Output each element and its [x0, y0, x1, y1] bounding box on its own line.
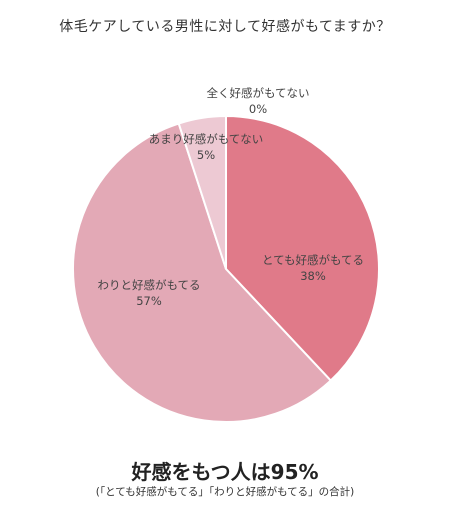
pie-slice-3 [177, 114, 227, 270]
pie-slice-1 [225, 114, 380, 382]
summary-headline: 好感をもつ人は95% [131, 460, 319, 484]
pie-labels: とても好感がもてる 38% わりと好感がもてる 57% あまり好感がもてない 5% 全く好感… [97, 86, 364, 308]
slice-label-4: 全く好感がもてない 0% [206, 86, 309, 116]
slice-label-2: わりと好感がもてる 57% [97, 278, 200, 308]
slice-category-2: わりと好感がもてる [97, 278, 200, 292]
slice-category-4: 全く好感がもてない [206, 86, 309, 100]
summary-note: (「とても好感がもてる」「わりと好感がもてる」の合計) [95, 486, 355, 498]
slice-value-3: 5% [197, 148, 215, 162]
slice-label-1: とても好感がもてる 38% [262, 253, 364, 283]
slice-value-1: 38% [300, 269, 326, 283]
slice-category-1: とても好感がもてる [262, 253, 364, 267]
pie-slices [72, 114, 380, 423]
slice-category-3: あまり好感がもてない [149, 132, 264, 146]
slice-label-3: あまり好感がもてない 5% [149, 132, 264, 162]
slice-value-2: 57% [136, 294, 162, 308]
pie-slice-2 [72, 122, 333, 423]
chart-title: 体毛ケアしている男性に対して好感がもてますか？ [59, 19, 391, 35]
slice-value-4: 0% [249, 102, 267, 116]
